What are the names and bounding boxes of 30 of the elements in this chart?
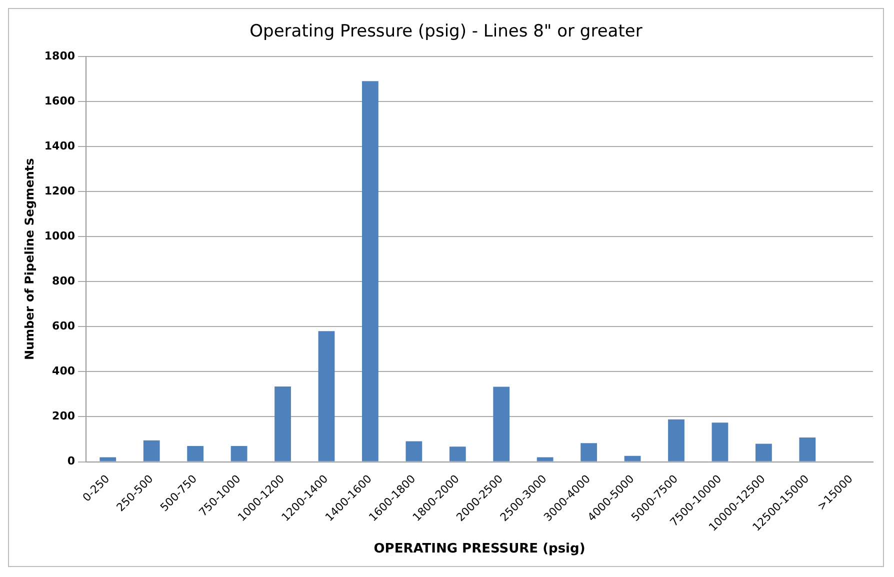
- y-tick-label: 1800: [44, 49, 76, 62]
- bar: [493, 386, 510, 462]
- y-tick-label: 0: [67, 454, 76, 468]
- y-tick-label: 1400: [44, 139, 76, 152]
- y-tick-label: 400: [52, 364, 76, 378]
- bar: [362, 81, 378, 462]
- bar: [580, 443, 598, 462]
- bar: [143, 440, 160, 462]
- bar: [406, 441, 422, 462]
- chart-title: Operating Pressure (psig) - Lines 8" or greater: [250, 22, 642, 42]
- bar: [624, 456, 641, 462]
- y-tick-label: 600: [52, 320, 76, 333]
- bar: [100, 457, 116, 462]
- y-tick-label: 1200: [44, 184, 76, 198]
- bar: [799, 437, 816, 462]
- bar: [756, 444, 772, 462]
- bar: [668, 419, 684, 462]
- bar: [318, 331, 335, 462]
- y-tick-label: 1000: [44, 229, 76, 242]
- bar: [187, 446, 204, 462]
- y-tick-label: 800: [52, 274, 76, 288]
- bar: [230, 446, 248, 462]
- y-axis-title: Number of Pipeline Segments: [22, 158, 36, 360]
- x-axis-title: OPERATING PRESSURE (psig): [374, 542, 586, 557]
- bar: [274, 386, 291, 462]
- bar: [536, 457, 554, 462]
- y-tick-label: 1600: [44, 94, 76, 108]
- y-tick-label: 200: [52, 410, 76, 423]
- bar: [449, 446, 466, 462]
- bar: [712, 422, 728, 462]
